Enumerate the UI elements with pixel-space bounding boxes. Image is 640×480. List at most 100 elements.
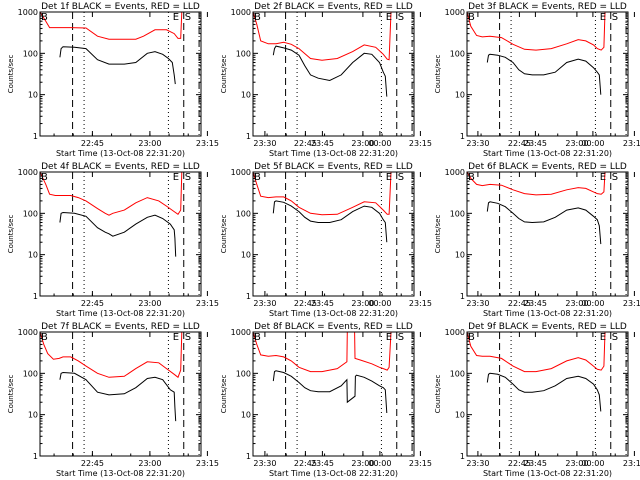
x-tick-label: 23:15: [196, 299, 219, 308]
x-tick-label: 23:30: [253, 139, 276, 148]
plot-area: [253, 12, 413, 136]
y-tick-label: 1: [33, 452, 38, 461]
marker-e: E: [386, 332, 392, 343]
y-tick-label: 100: [450, 49, 465, 58]
lld-series-line: [253, 172, 392, 216]
panel-title: Det 3f BLACK = Events, RED = LLD: [468, 2, 627, 12]
lld-series-line: [467, 172, 606, 196]
marker-b: B: [254, 12, 261, 23]
plot-frame: [39, 171, 202, 297]
marker-s: S: [185, 332, 191, 343]
x-tick-label: 22:45: [294, 299, 317, 308]
x-tick-label: 23:00: [351, 139, 374, 148]
lld-series-line: [40, 332, 183, 379]
marker-b: B: [254, 172, 261, 183]
plot-frame: [39, 11, 202, 137]
x-tick-label: 23:30: [466, 139, 489, 148]
x-axis-label: Start Time (13-Oct-08 22:31:20): [269, 469, 398, 478]
marker-e: E: [600, 172, 606, 183]
x-axis-label: Start Time (13-Oct-08 22:31:20): [269, 309, 398, 318]
plot-area: [40, 12, 200, 136]
y-tick-label: 1: [460, 292, 465, 301]
x-axis-label: Start Time (13-Oct-08 22:31:20): [269, 149, 398, 158]
marker-e: E: [173, 12, 179, 23]
lld-series-line: [253, 332, 392, 373]
x-tick-label: 23:00: [138, 299, 161, 308]
plot-frame: [252, 331, 415, 457]
marker-s: S: [398, 332, 404, 343]
x-tick-label: 00:00: [581, 459, 604, 468]
plot-frame: [252, 11, 415, 137]
x-tick-label: 23:00: [138, 139, 161, 148]
x-tick-label: 00:00: [581, 139, 604, 148]
x-tick-label: 23:15: [623, 139, 640, 148]
x-tick-label: 23:45: [524, 299, 547, 308]
x-tick-label: 23:15: [196, 139, 219, 148]
x-tick-label: 00:00: [368, 299, 391, 308]
y-tick-label: 1: [33, 292, 38, 301]
x-tick-label: 23:30: [253, 459, 276, 468]
lld-series-line: [253, 12, 392, 61]
y-tick-label: 100: [23, 49, 38, 58]
y-tick-label: 1000: [18, 168, 38, 177]
y-tick-label: 1: [33, 132, 38, 141]
y-tick-label: 1: [246, 132, 251, 141]
panel-title: Det 1f BLACK = Events, RED = LLD: [41, 2, 200, 12]
panel-det-6: Det 6f BLACK = Events, RED = LLD 1 10 100 10…: [434, 162, 640, 318]
marker-s: S: [612, 12, 618, 23]
y-tick-label: 10: [241, 251, 251, 260]
marker-s: S: [612, 332, 618, 343]
y-tick-label: 10: [455, 91, 465, 100]
marker-e: E: [173, 172, 179, 183]
y-tick-label: 1000: [18, 8, 38, 17]
plot-area: [40, 332, 200, 456]
panel-det-5: Det 5f BLACK = Events, RED = LLD 1 10 100 10…: [220, 162, 604, 318]
events-series-line: [59, 46, 176, 85]
x-tick-label: 23:45: [524, 459, 547, 468]
y-tick-label: 1000: [18, 328, 38, 337]
x-tick-label: 23:15: [409, 139, 432, 148]
events-series-line: [486, 201, 602, 245]
plot-frame: [466, 331, 629, 457]
x-tick-label: 00:00: [368, 139, 391, 148]
x-tick-label: 22:45: [508, 139, 531, 148]
x-tick-label: 23:00: [565, 459, 588, 468]
panel-title: Det 5f BLACK = Events, RED = LLD: [254, 162, 413, 172]
marker-e: E: [173, 332, 179, 343]
y-axis-label: Counts/sec: [434, 55, 442, 94]
y-axis-label: Counts/sec: [434, 375, 442, 414]
x-tick-label: 22:45: [81, 299, 104, 308]
plot-frame: [466, 171, 629, 297]
marker-s: S: [185, 172, 191, 183]
y-axis-label: Counts/sec: [220, 375, 228, 414]
panel-det-1: Det 1f BLACK = Events, RED = LLD11010010…: [7, 2, 391, 158]
x-tick-label: 23:00: [138, 459, 161, 468]
marker-b: B: [41, 332, 48, 343]
x-axis-label: Start Time (13-Oct-08 22:31:20): [56, 469, 185, 478]
y-tick-label: 1000: [231, 8, 251, 17]
marker-b: B: [41, 12, 48, 23]
x-tick-label: 23:45: [524, 139, 547, 148]
marker-b: B: [254, 332, 261, 343]
x-tick-label: 23:00: [565, 299, 588, 308]
marker-e: E: [600, 332, 606, 343]
x-axis-label: Start Time (13-Oct-08 22:31:20): [483, 469, 612, 478]
x-tick-label: 00:00: [581, 299, 604, 308]
y-axis-label: Counts/sec: [7, 375, 15, 414]
y-tick-label: 10: [241, 411, 251, 420]
y-tick-label: 100: [450, 209, 465, 218]
marker-e: E: [386, 12, 392, 23]
panel-det-8: Det 8f BLACK = Events, RED = LLD11010010…: [220, 322, 604, 478]
y-tick-label: 100: [450, 369, 465, 378]
x-tick-label: 22:45: [294, 459, 317, 468]
y-axis-label: Counts/sec: [7, 215, 15, 254]
marker-s: S: [612, 172, 618, 183]
x-tick-label: 23:45: [311, 139, 334, 148]
events-series-line: [59, 211, 177, 257]
x-tick-label: 22:45: [81, 459, 104, 468]
events-series-line: [486, 53, 602, 95]
marker-b: B: [468, 12, 475, 23]
y-tick-label: 1000: [231, 328, 251, 337]
y-tick-label: 10: [455, 411, 465, 420]
y-tick-label: 100: [236, 209, 251, 218]
